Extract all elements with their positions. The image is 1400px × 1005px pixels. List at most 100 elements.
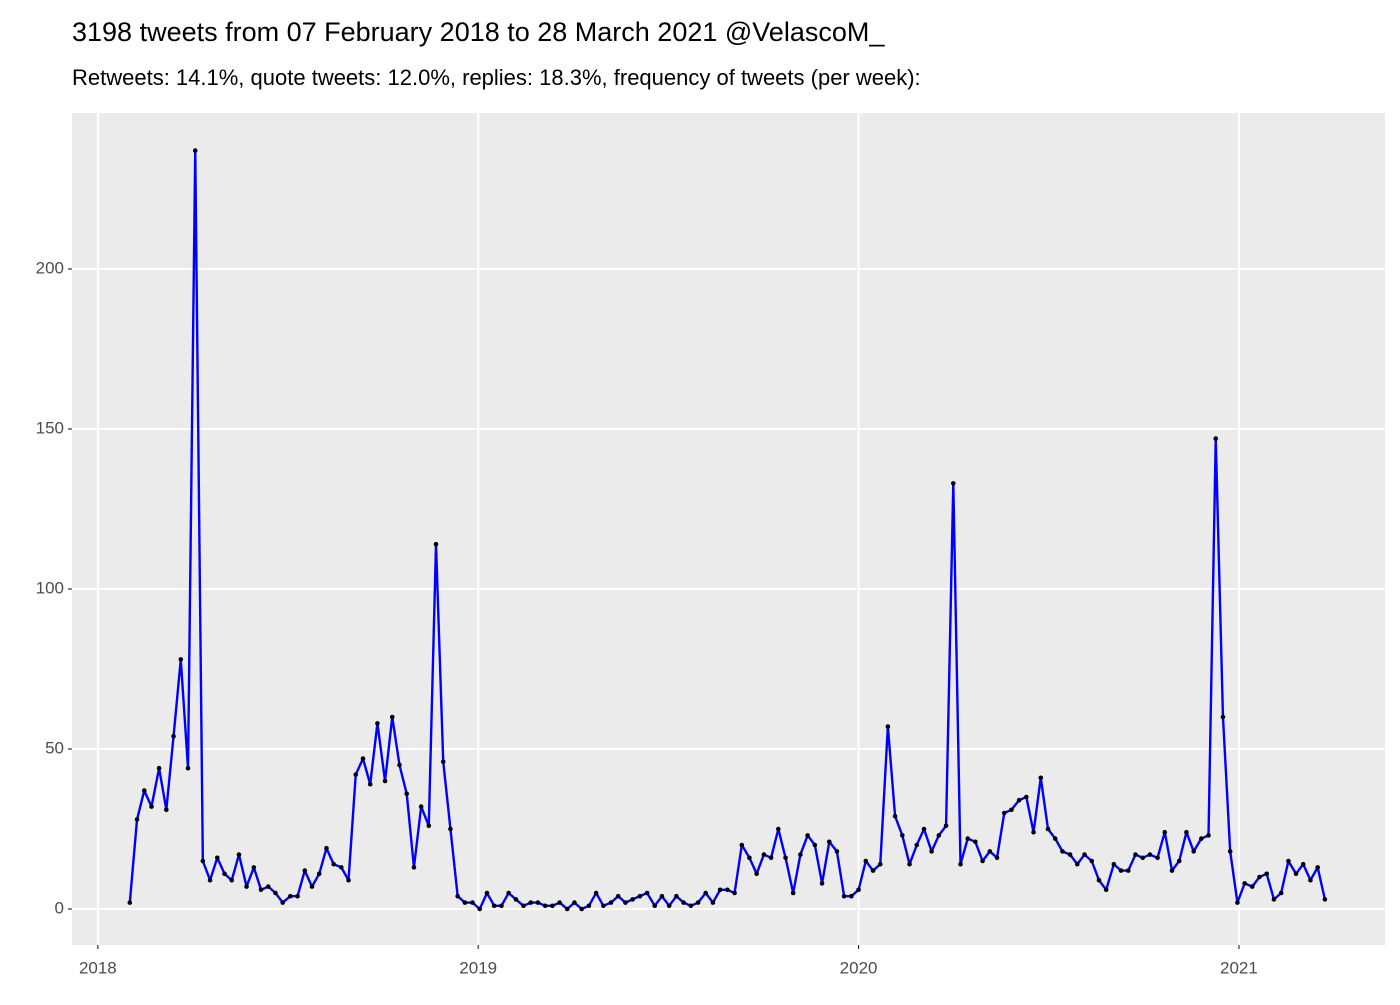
data-point — [994, 855, 1000, 861]
data-point — [273, 890, 278, 896]
data-point — [411, 865, 417, 870]
data-point — [331, 861, 336, 867]
data-point — [127, 900, 133, 905]
data-point — [367, 781, 373, 787]
data-point — [834, 849, 840, 854]
data-point — [790, 890, 796, 896]
y-tick-label: 0 — [55, 898, 64, 917]
data-point — [295, 893, 300, 899]
data-point — [244, 884, 249, 889]
data-point — [877, 861, 883, 867]
data-point — [965, 836, 971, 841]
data-point — [535, 900, 541, 905]
data-point — [783, 855, 788, 861]
data-point — [316, 871, 322, 877]
data-point — [397, 762, 402, 768]
data-point — [637, 893, 643, 899]
data-point — [1162, 829, 1168, 835]
data-point — [1271, 897, 1277, 902]
data-point — [819, 881, 825, 886]
x-tick-label: 2021 — [1220, 958, 1258, 977]
data-point — [1206, 833, 1211, 838]
data-point — [841, 893, 847, 899]
data-point — [732, 890, 737, 896]
data-point — [1169, 868, 1175, 873]
data-point — [914, 842, 920, 848]
data-point — [1300, 861, 1306, 867]
data-point — [768, 855, 774, 861]
data-point — [214, 855, 220, 861]
data-point — [433, 541, 439, 547]
data-point — [1052, 836, 1058, 841]
data-point — [950, 481, 956, 486]
data-point — [659, 893, 665, 899]
data-point — [885, 724, 891, 729]
data-point — [164, 807, 169, 813]
data-point — [1227, 849, 1233, 854]
data-point — [338, 865, 344, 870]
y-tick-label: 150 — [36, 418, 64, 437]
data-point — [776, 826, 781, 832]
data-point — [593, 890, 599, 896]
data-point — [1140, 855, 1146, 861]
chart-title: 3198 tweets from 07 February 2018 to 28 … — [72, 17, 885, 47]
data-point — [681, 900, 686, 905]
data-point — [134, 817, 140, 822]
data-point — [207, 877, 213, 883]
data-point — [1038, 775, 1044, 781]
data-point — [615, 893, 621, 899]
data-point — [1293, 871, 1299, 877]
data-point — [1024, 794, 1029, 800]
data-point — [156, 765, 162, 771]
data-point — [1257, 874, 1262, 880]
data-point — [798, 852, 803, 857]
chart-subtitle: Retweets: 14.1%, quote tweets: 12.0%, re… — [72, 65, 921, 90]
data-point — [987, 849, 993, 854]
data-point — [448, 826, 453, 832]
data-point — [586, 903, 592, 909]
data-point — [1074, 861, 1080, 867]
data-point — [900, 833, 905, 838]
data-point — [1249, 884, 1255, 889]
data-point — [491, 903, 497, 909]
data-point — [1009, 807, 1014, 813]
data-point — [557, 900, 562, 905]
data-point — [302, 868, 308, 873]
data-point — [149, 804, 154, 809]
data-point — [1001, 810, 1007, 816]
data-point — [484, 890, 490, 896]
data-point — [761, 852, 767, 857]
data-point — [936, 833, 942, 838]
x-tick-label: 2019 — [459, 958, 497, 977]
data-point — [1308, 877, 1313, 883]
data-point — [462, 900, 468, 905]
data-point — [1176, 858, 1182, 864]
data-point — [826, 839, 832, 845]
data-point — [192, 148, 198, 153]
data-point — [1103, 887, 1109, 893]
data-point — [542, 903, 548, 909]
data-point — [229, 877, 235, 883]
y-tick-label: 200 — [36, 258, 64, 277]
data-point — [1089, 858, 1095, 864]
data-point — [703, 890, 708, 896]
data-point — [513, 897, 519, 902]
data-point — [265, 884, 271, 889]
data-point — [440, 759, 446, 765]
data-point — [1184, 829, 1189, 835]
data-point — [426, 823, 432, 829]
data-point — [943, 823, 949, 829]
data-point — [382, 778, 388, 784]
data-point — [185, 765, 191, 771]
data-point — [251, 865, 257, 870]
data-point — [1111, 861, 1117, 867]
x-tick-label: 2020 — [840, 958, 878, 977]
data-point — [644, 890, 650, 896]
data-point — [528, 900, 534, 905]
data-point — [980, 858, 985, 864]
data-point — [236, 852, 242, 857]
data-point — [1133, 852, 1138, 857]
data-point — [506, 890, 511, 896]
data-point — [688, 903, 694, 909]
data-point — [849, 893, 854, 899]
